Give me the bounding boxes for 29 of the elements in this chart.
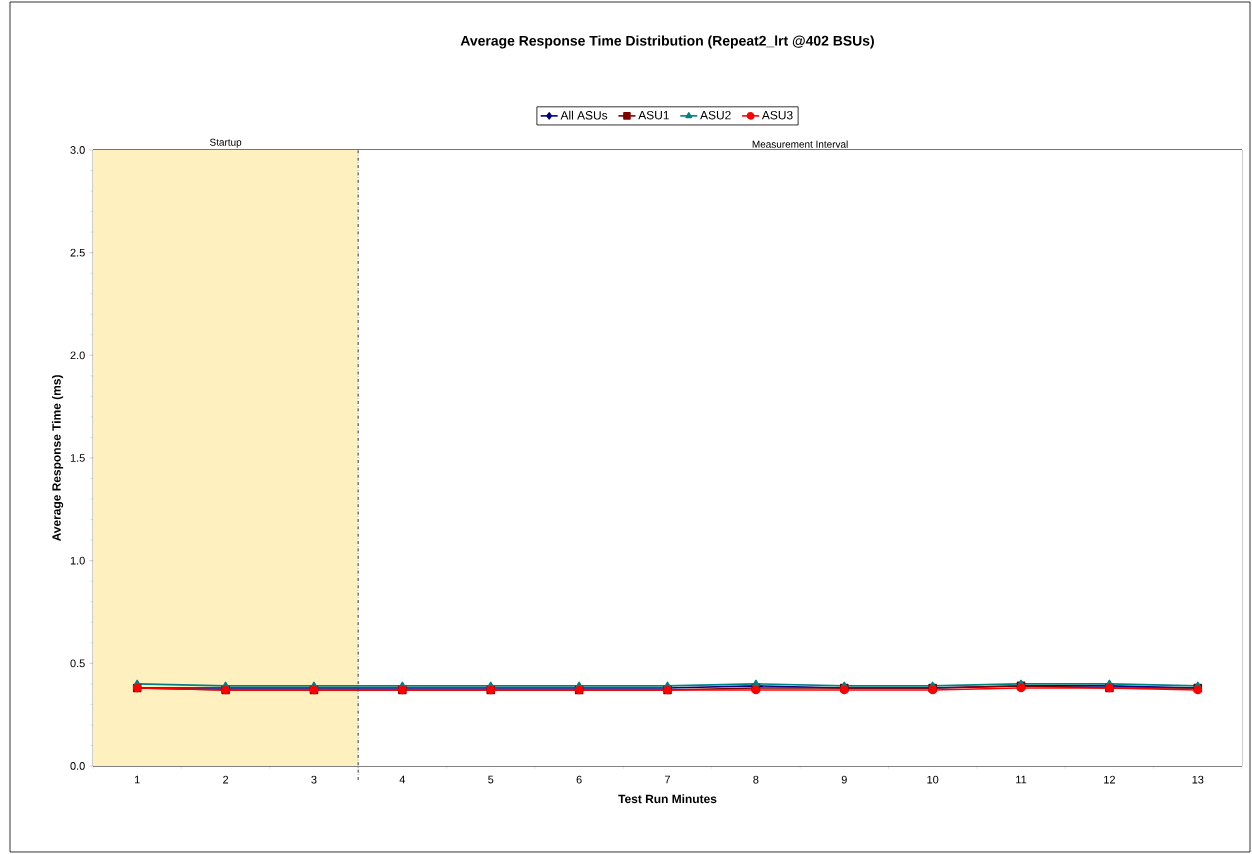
x-tick-label: 13 [1192,775,1204,784]
x-axis-title: Test Run Minutes [618,794,717,804]
x-tick-label: 4 [399,775,406,784]
x-tick-label: 10 [927,775,939,784]
chart-title: Average Response Time Distribution (Repeat2_lrt @402 BSUs) [460,35,874,49]
x-tick-label: 11 [1016,775,1027,784]
y-tick-label: 1.5 [70,454,85,462]
legend-label: ASU1 [638,110,669,120]
y-tick-label: 2.0 [70,351,85,360]
y-tick-label: 0.0 [70,762,85,770]
y-tick-label: 3.0 [70,146,85,154]
legend-label: All ASUs [560,110,608,120]
y-tick-label: 2.5 [70,248,85,257]
band-label: Measurement Interval [752,140,848,148]
band-label: Startup [209,138,242,148]
x-tick-label: 6 [576,775,582,784]
x-tick-label: 2 [223,775,229,784]
x-tick-label: 9 [841,775,847,784]
x-tick-label: 5 [488,775,494,784]
legend-label: ASU3 [761,110,793,120]
y-tick-label: 1.0 [70,556,85,565]
y-axis-title: Average Response Time (ms) [51,375,64,542]
legend-label: ASU2 [700,110,731,120]
x-tick-label: 7 [665,775,670,784]
x-tick-label: 8 [753,775,759,784]
x-tick-label: 12 [1104,775,1115,784]
x-tick-label: 1 [134,775,140,784]
x-tick-label: 3 [311,775,317,784]
y-tick-label: 0.5 [70,659,85,668]
